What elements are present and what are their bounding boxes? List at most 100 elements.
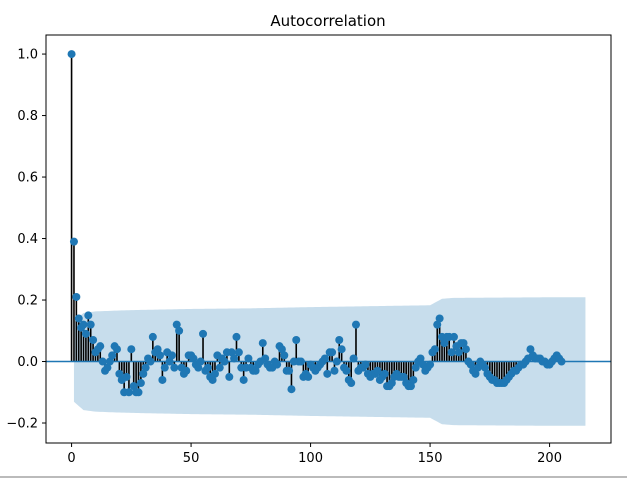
acf-point [411,363,420,372]
acf-point [227,348,236,357]
acf-point [239,375,248,384]
acf-point [349,354,358,363]
acf-point [160,363,169,372]
acf-point [98,357,107,366]
acf-point [380,369,389,378]
acf-point [203,363,212,372]
acf-point [426,360,435,369]
marker-layer [67,50,566,397]
chart-title: Autocorrelation [270,12,385,30]
acf-point [225,372,234,381]
acf-point [86,320,95,329]
acf-point [304,372,313,381]
acf-point [108,351,117,360]
acf-point [210,369,219,378]
acf-point [146,357,155,366]
acf-point [136,379,145,388]
acf-point [234,348,243,357]
acf-point [84,311,93,320]
acf-point [430,345,439,354]
y-tick-label: 0.6 [17,171,38,186]
acf-point [292,336,301,345]
acf-point [471,369,480,378]
acf-point [124,388,133,397]
x-axis-ticks: 0 50 100 150 200 [67,443,562,466]
acf-point [320,354,329,363]
acf-point [67,50,76,59]
acf-point [461,345,470,354]
acf-point [167,351,176,360]
acf-point [79,320,88,329]
acf-point [158,375,167,384]
acf-point [72,292,81,301]
acf-point [447,348,456,357]
acf-point [435,314,444,323]
acf-point [481,363,490,372]
acf-point [81,329,90,338]
acf-point [74,314,83,323]
acf-point [230,354,239,363]
acf-point [220,357,229,366]
acf-point [122,372,131,381]
acf-point [199,329,208,338]
y-tick-label: 0.0 [17,355,38,370]
acf-point [189,354,198,363]
acf-point [351,320,360,329]
acf-point [459,339,468,348]
acf-point [112,345,121,354]
acf-point [454,348,463,357]
acf-point [134,388,143,397]
y-tick-label: 0.4 [17,232,38,247]
acf-point [328,348,337,357]
acf-point [337,345,346,354]
acf-point [127,345,136,354]
acf-point [449,332,458,341]
acf-point [387,379,396,388]
acf-point [96,342,105,351]
acf-point [69,237,78,246]
x-tick-label: 0 [67,451,75,466]
acf-point [148,332,157,341]
acf-point [232,332,241,341]
acf-point [172,320,181,329]
x-tick-label: 200 [537,451,562,466]
acf-point [196,357,205,366]
acf-point [409,375,418,384]
acf-point [194,363,203,372]
y-tick-label: −0.2 [6,417,38,432]
acf-point [323,369,332,378]
acf-point [129,382,138,391]
acf-point [273,360,282,369]
acf-point [466,360,475,369]
acf-point [165,357,174,366]
acf-point [361,360,370,369]
acf-point [406,382,415,391]
acf-point [251,366,260,375]
acf-point [170,363,179,372]
acf-point [347,379,356,388]
acf-point [182,366,191,375]
acf-point [103,363,112,372]
acf-point [557,357,566,366]
y-tick-label: 0.8 [17,109,38,124]
acf-point [416,354,425,363]
x-tick-label: 100 [298,451,323,466]
acf-point [526,345,535,354]
acf-point [342,366,351,375]
acf-point [153,345,162,354]
acf-point [433,320,442,329]
acf-point [156,351,165,360]
y-tick-label: 1.0 [17,48,38,63]
acf-point [115,369,124,378]
y-tick-label: 0.2 [17,294,38,309]
acf-point [141,363,150,372]
acf-point [215,363,224,372]
acf-point [139,369,148,378]
acf-point [277,345,286,354]
acf-point [258,339,267,348]
x-tick-label: 50 [183,451,200,466]
acf-point [89,336,98,345]
acf-point [244,354,253,363]
